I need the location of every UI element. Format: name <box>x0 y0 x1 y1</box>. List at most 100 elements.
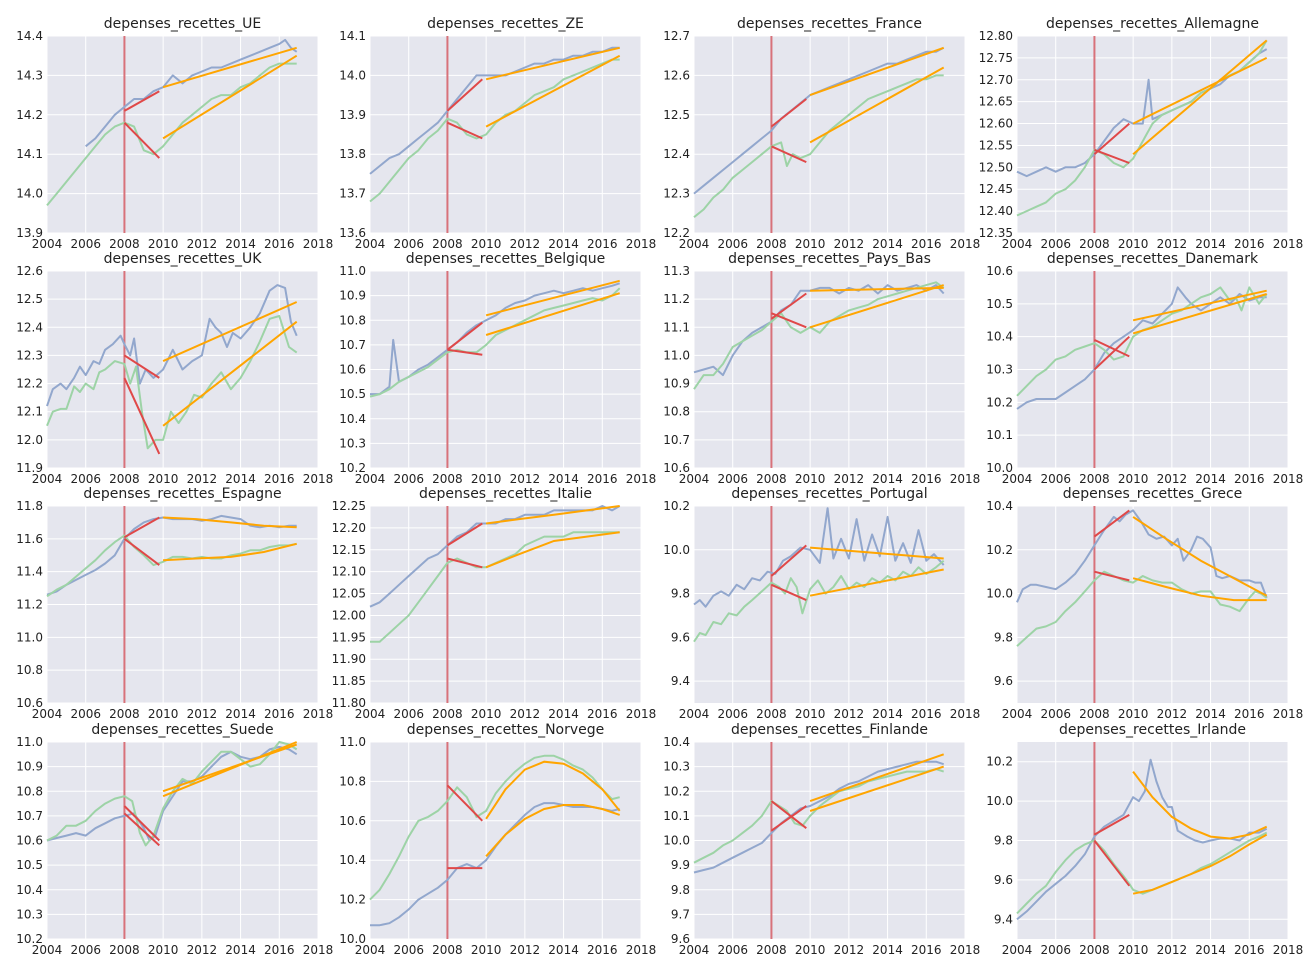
y-tick-label: 9.9 <box>671 858 690 872</box>
y-tick-label: 11.2 <box>663 292 690 306</box>
y-tick-label: 9.8 <box>671 587 690 601</box>
x-tick-label: 2010 <box>795 237 826 251</box>
x-tick-label: 2018 <box>950 707 981 721</box>
y-tick-label: 9.8 <box>671 883 690 897</box>
y-tick-label: 10.1 <box>986 428 1013 442</box>
post-trend-line-2 <box>809 66 945 144</box>
y-tick-label: 12.4 <box>16 320 43 334</box>
x-tick-label: 2014 <box>872 237 903 251</box>
x-tick-label: 2018 <box>626 707 657 721</box>
x-tick-label: 2016 <box>1234 472 1265 486</box>
x-tick-label: 2014 <box>548 237 579 251</box>
x-tick-label: 2014 <box>548 707 579 721</box>
x-tick-label: 2012 <box>510 943 541 957</box>
x-tick-label: 2006 <box>717 472 748 486</box>
x-tick-label: 2010 <box>795 943 826 957</box>
x-tick-label: 2004 <box>679 472 710 486</box>
x-tick-label: 2008 <box>432 237 463 251</box>
post-trend-line-1 <box>163 516 297 529</box>
subplot-3: 2004 2006 2008 2010 2012 2014 2016 2018 12.2 12.3… <box>663 16 980 251</box>
y-tick-label: 10.6 <box>663 461 690 475</box>
subplot-11: 2004 2006 2008 2010 2012 2014 2016 2018 9.4 9.6 9.… <box>663 486 980 721</box>
post-trend-line-2 <box>1132 577 1267 602</box>
x-tick-label: 2016 <box>911 707 942 721</box>
x-tick-label: 2008 <box>1079 472 1110 486</box>
y-tick-label: 14.4 <box>16 29 43 43</box>
x-tick-label: 2006 <box>393 943 424 957</box>
x-tick-label: 2016 <box>264 237 295 251</box>
y-tick-label: 9.8 <box>994 630 1013 644</box>
y-tick-label: 10.8 <box>16 663 43 677</box>
y-tick-label: 12.50 <box>979 160 1013 174</box>
x-tick-label: 2012 <box>834 472 865 486</box>
post-trend-line-2 <box>162 320 298 427</box>
x-tick-label: 2006 <box>393 237 424 251</box>
subplot-title: depenses_recettes_Allemagne <box>1046 16 1259 32</box>
post-trend-line-2 <box>809 284 945 329</box>
subplot-14: 2004 2006 2008 2010 2012 2014 2016 2018 10.0 10.2… <box>339 722 656 957</box>
x-tick-label: 2006 <box>70 707 101 721</box>
x-tick-label: 2006 <box>717 237 748 251</box>
pre-trend-line-2 <box>123 805 161 842</box>
series-line-2 <box>46 741 298 847</box>
x-tick-label: 2012 <box>1157 943 1188 957</box>
pre-trend-line-2 <box>770 145 807 164</box>
y-tick-label: 10.5 <box>16 858 43 872</box>
post-trend-line-1 <box>810 286 944 292</box>
y-tick-label: 14.0 <box>339 68 366 82</box>
y-tick-label: 13.8 <box>339 147 366 161</box>
post-trend-line-1 <box>485 804 621 857</box>
pre-trend-line-2 <box>770 583 807 602</box>
subplot-16: 2004 2006 2008 2010 2012 2014 2016 2018 9.4 9.6 9.… <box>986 722 1303 957</box>
x-tick-label: 2008 <box>756 707 787 721</box>
subplot-title: depenses_recettes_Finlande <box>731 722 928 738</box>
subplot-title: depenses_recettes_UK <box>104 251 263 267</box>
y-tick-label: 12.3 <box>16 348 43 362</box>
post-trend-line-2 <box>485 531 620 569</box>
x-tick-label: 2004 <box>1002 707 1033 721</box>
y-tick-label: 10.8 <box>339 774 366 788</box>
plot-area <box>694 506 965 703</box>
y-tick-label: 11.1 <box>663 320 690 334</box>
y-tick-label: 10.6 <box>16 696 43 710</box>
x-tick-label: 2008 <box>432 472 463 486</box>
x-tick-label: 2014 <box>1195 707 1226 721</box>
x-tick-label: 2008 <box>1079 237 1110 251</box>
series-line-2 <box>369 287 621 398</box>
x-tick-label: 2010 <box>1118 707 1149 721</box>
y-tick-label: 9.7 <box>671 907 690 921</box>
y-tick-label: 14.2 <box>16 108 43 122</box>
y-tick-label: 10.7 <box>16 809 43 823</box>
plot-area <box>1017 36 1288 233</box>
x-tick-label: 2016 <box>1234 943 1265 957</box>
y-tick-label: 9.6 <box>671 932 690 946</box>
y-tick-label: 10.2 <box>986 755 1013 769</box>
subplot-10: 2004 2006 2008 2010 2012 2014 2016 2018 11.80 11.… <box>332 486 657 721</box>
post-trend-line-1 <box>162 743 298 793</box>
x-tick-label: 2008 <box>109 707 140 721</box>
y-tick-label: 9.6 <box>994 674 1013 688</box>
y-tick-label: 12.25 <box>332 499 366 513</box>
subplot-2: 2004 2006 2008 2010 2012 2014 2016 2018 13.6 13.7… <box>339 16 656 251</box>
pre-trend-line-2 <box>771 312 807 329</box>
x-tick-label: 2004 <box>32 943 63 957</box>
plot-area <box>370 506 641 703</box>
series-line-2 <box>693 281 945 390</box>
subplot-1: 2004 2006 2008 2010 2012 2014 2016 2018 13.9 14.0… <box>16 16 333 251</box>
x-tick-label: 2018 <box>1273 707 1304 721</box>
pre-trend-line-1 <box>1093 814 1130 836</box>
x-tick-label: 2008 <box>756 943 787 957</box>
x-tick-label: 2016 <box>911 472 942 486</box>
pre-trend-line-1 <box>123 354 160 379</box>
y-tick-label: 12.7 <box>663 29 690 43</box>
y-tick-label: 11.0 <box>16 735 43 749</box>
y-tick-label: 9.8 <box>994 834 1013 848</box>
y-tick-label: 11.0 <box>339 735 366 749</box>
y-tick-label: 10.0 <box>339 932 366 946</box>
y-tick-label: 10.0 <box>986 794 1013 808</box>
y-tick-label: 12.55 <box>979 138 1013 152</box>
y-tick-label: 12.15 <box>332 543 366 557</box>
pre-trend-line-2 <box>1093 839 1131 887</box>
post-trend-line-2 <box>1132 39 1268 155</box>
y-tick-label: 12.45 <box>979 182 1013 196</box>
